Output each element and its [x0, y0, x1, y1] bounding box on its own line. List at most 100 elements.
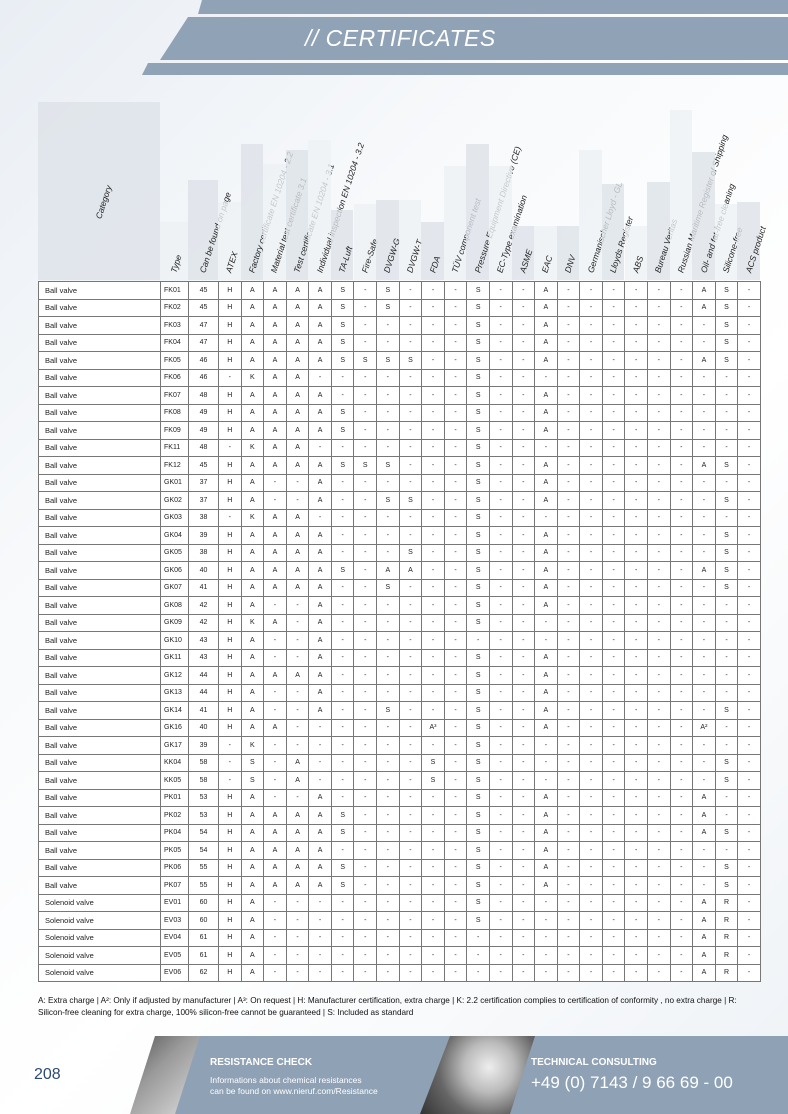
certificate-cell: -: [624, 718, 648, 737]
certificate-cell: -: [556, 508, 581, 527]
certificate-cell: A: [240, 841, 265, 860]
certificate-cell: S: [466, 333, 490, 352]
certificate-cell: -: [263, 946, 287, 965]
legend-text: A: Extra charge | A²: Only if adjusted b…: [38, 996, 737, 1017]
certificate-cell: A: [240, 666, 265, 685]
certificate-cell: H: [218, 281, 242, 300]
header-stripe: [142, 63, 788, 75]
certificate-cell: -: [398, 701, 423, 720]
certificate-cell: -: [601, 491, 626, 510]
certificate-cell: -: [579, 631, 603, 650]
certificate-cell: -: [285, 648, 310, 667]
type-cell: GK07: [160, 578, 189, 597]
certificate-cell: A: [534, 823, 558, 842]
column-header: Category: [38, 100, 160, 280]
certificate-cell: -: [624, 421, 648, 440]
certificate-cell: -: [443, 823, 468, 842]
certificate-cell: -: [398, 648, 423, 667]
certificate-cell: -: [263, 928, 287, 947]
certificate-cell: A: [534, 298, 558, 317]
certificate-cell: -: [534, 771, 558, 790]
certificate-cell: S: [376, 456, 400, 475]
certificate-cell: -: [466, 963, 490, 982]
certificate-cell: S: [376, 298, 400, 317]
certificate-cell: -: [624, 368, 648, 387]
certificate-cell: A: [263, 386, 287, 405]
column-header: Factory certificate EN 10204 - 2.2: [240, 100, 295, 280]
certificate-cell: -: [330, 893, 355, 912]
certificate-cell: -: [556, 368, 581, 387]
certificate-cell: -: [714, 368, 739, 387]
certificate-cell: -: [556, 561, 581, 580]
certificate-cell: -: [398, 928, 423, 947]
header-tab: [737, 202, 760, 280]
certificate-cell: -: [669, 421, 694, 440]
certificate-cell: -: [443, 526, 468, 545]
consulting-phone[interactable]: +49 (0) 7143 / 9 66 69 - 00: [531, 1073, 733, 1092]
certificate-cell: A: [308, 578, 332, 597]
certificate-cell: -: [421, 613, 445, 632]
certificate-cell: A: [534, 788, 558, 807]
page-cell: 45: [188, 281, 219, 300]
certificate-cell: A: [240, 823, 265, 842]
certificate-cell: S: [466, 771, 490, 790]
certificate-cell: S: [240, 753, 265, 772]
type-cell: FK11: [160, 438, 189, 457]
certificate-cell: S: [466, 718, 490, 737]
table-header: Category Type Can be found on page ATEX Fact…: [38, 100, 768, 280]
certificate-cell: A: [263, 806, 287, 825]
certificate-cell: -: [579, 893, 603, 912]
category-cell: Ball valve: [38, 858, 161, 877]
table-row: Ball valve GK03 38- K A A - - - - - - - S - - - - - - - - - - - -: [38, 508, 761, 527]
certificate-cell: -: [601, 841, 626, 860]
type-cell: FK03: [160, 316, 189, 335]
certificate-cell: -: [398, 281, 423, 300]
certificate-cell: -: [330, 596, 355, 615]
certificate-cell: -: [511, 438, 536, 457]
certificate-cell: A: [263, 316, 287, 335]
certificate-cell: A: [263, 543, 287, 562]
certificate-cell: -: [556, 298, 581, 317]
category-cell: Ball valve: [38, 351, 161, 370]
certificate-cell: -: [624, 736, 648, 755]
page-title: // CERTIFICATES: [305, 25, 496, 51]
certificate-cell: -: [646, 666, 671, 685]
certificate-cell: -: [646, 368, 671, 387]
certificate-cell: S: [466, 911, 490, 930]
page-cell: 45: [188, 456, 219, 475]
certificate-cell: -: [308, 771, 332, 790]
type-cell: EV05: [160, 946, 189, 965]
certificate-cell: -: [488, 386, 513, 405]
category-cell: Ball valve: [38, 788, 161, 807]
type-cell: PK06: [160, 858, 189, 877]
category-cell: Ball valve: [38, 718, 161, 737]
header-tab: [376, 200, 399, 280]
resistance-link[interactable]: can be found on www.nieruf.com/Resistanc…: [210, 1086, 378, 1096]
certificate-cell: -: [511, 771, 536, 790]
certificate-cell: -: [624, 491, 648, 510]
certificate-cell: -: [511, 893, 536, 912]
certificate-cell: S: [714, 351, 739, 370]
certificate-cell: A: [240, 911, 265, 930]
certificate-cell: A: [534, 456, 558, 475]
certificate-cell: -: [353, 858, 378, 877]
certificate-cell: -: [714, 718, 739, 737]
certificate-cell: A: [308, 613, 332, 632]
certificate-cell: -: [398, 858, 423, 877]
certificate-cell: -: [579, 368, 603, 387]
table-row: Ball valve PK01 53 H A - - A - - - - - - S - - A - - - - - - A - -: [38, 788, 761, 807]
certificate-cell: -: [398, 893, 423, 912]
type-cell: FK04: [160, 333, 189, 352]
certificate-cell: S: [466, 526, 490, 545]
certificate-cell: -: [376, 788, 400, 807]
certificate-cell: H: [218, 718, 242, 737]
certificates-table: Ball valve FK01 45 H A A A A S - S - - - S - - A - - - - - - A S -…: [38, 281, 761, 982]
certificate-cell: -: [398, 806, 423, 825]
certificate-cell: -: [511, 788, 536, 807]
certificate-cell: -: [330, 491, 355, 510]
type-cell: GK08: [160, 596, 189, 615]
table-row: Ball valve GK10 43 H A - - A - - - - - - - - - - - - - - - - - - -: [38, 631, 761, 650]
certificate-cell: S: [466, 613, 490, 632]
certificate-cell: -: [398, 631, 423, 650]
certificate-cell: -: [692, 333, 716, 352]
